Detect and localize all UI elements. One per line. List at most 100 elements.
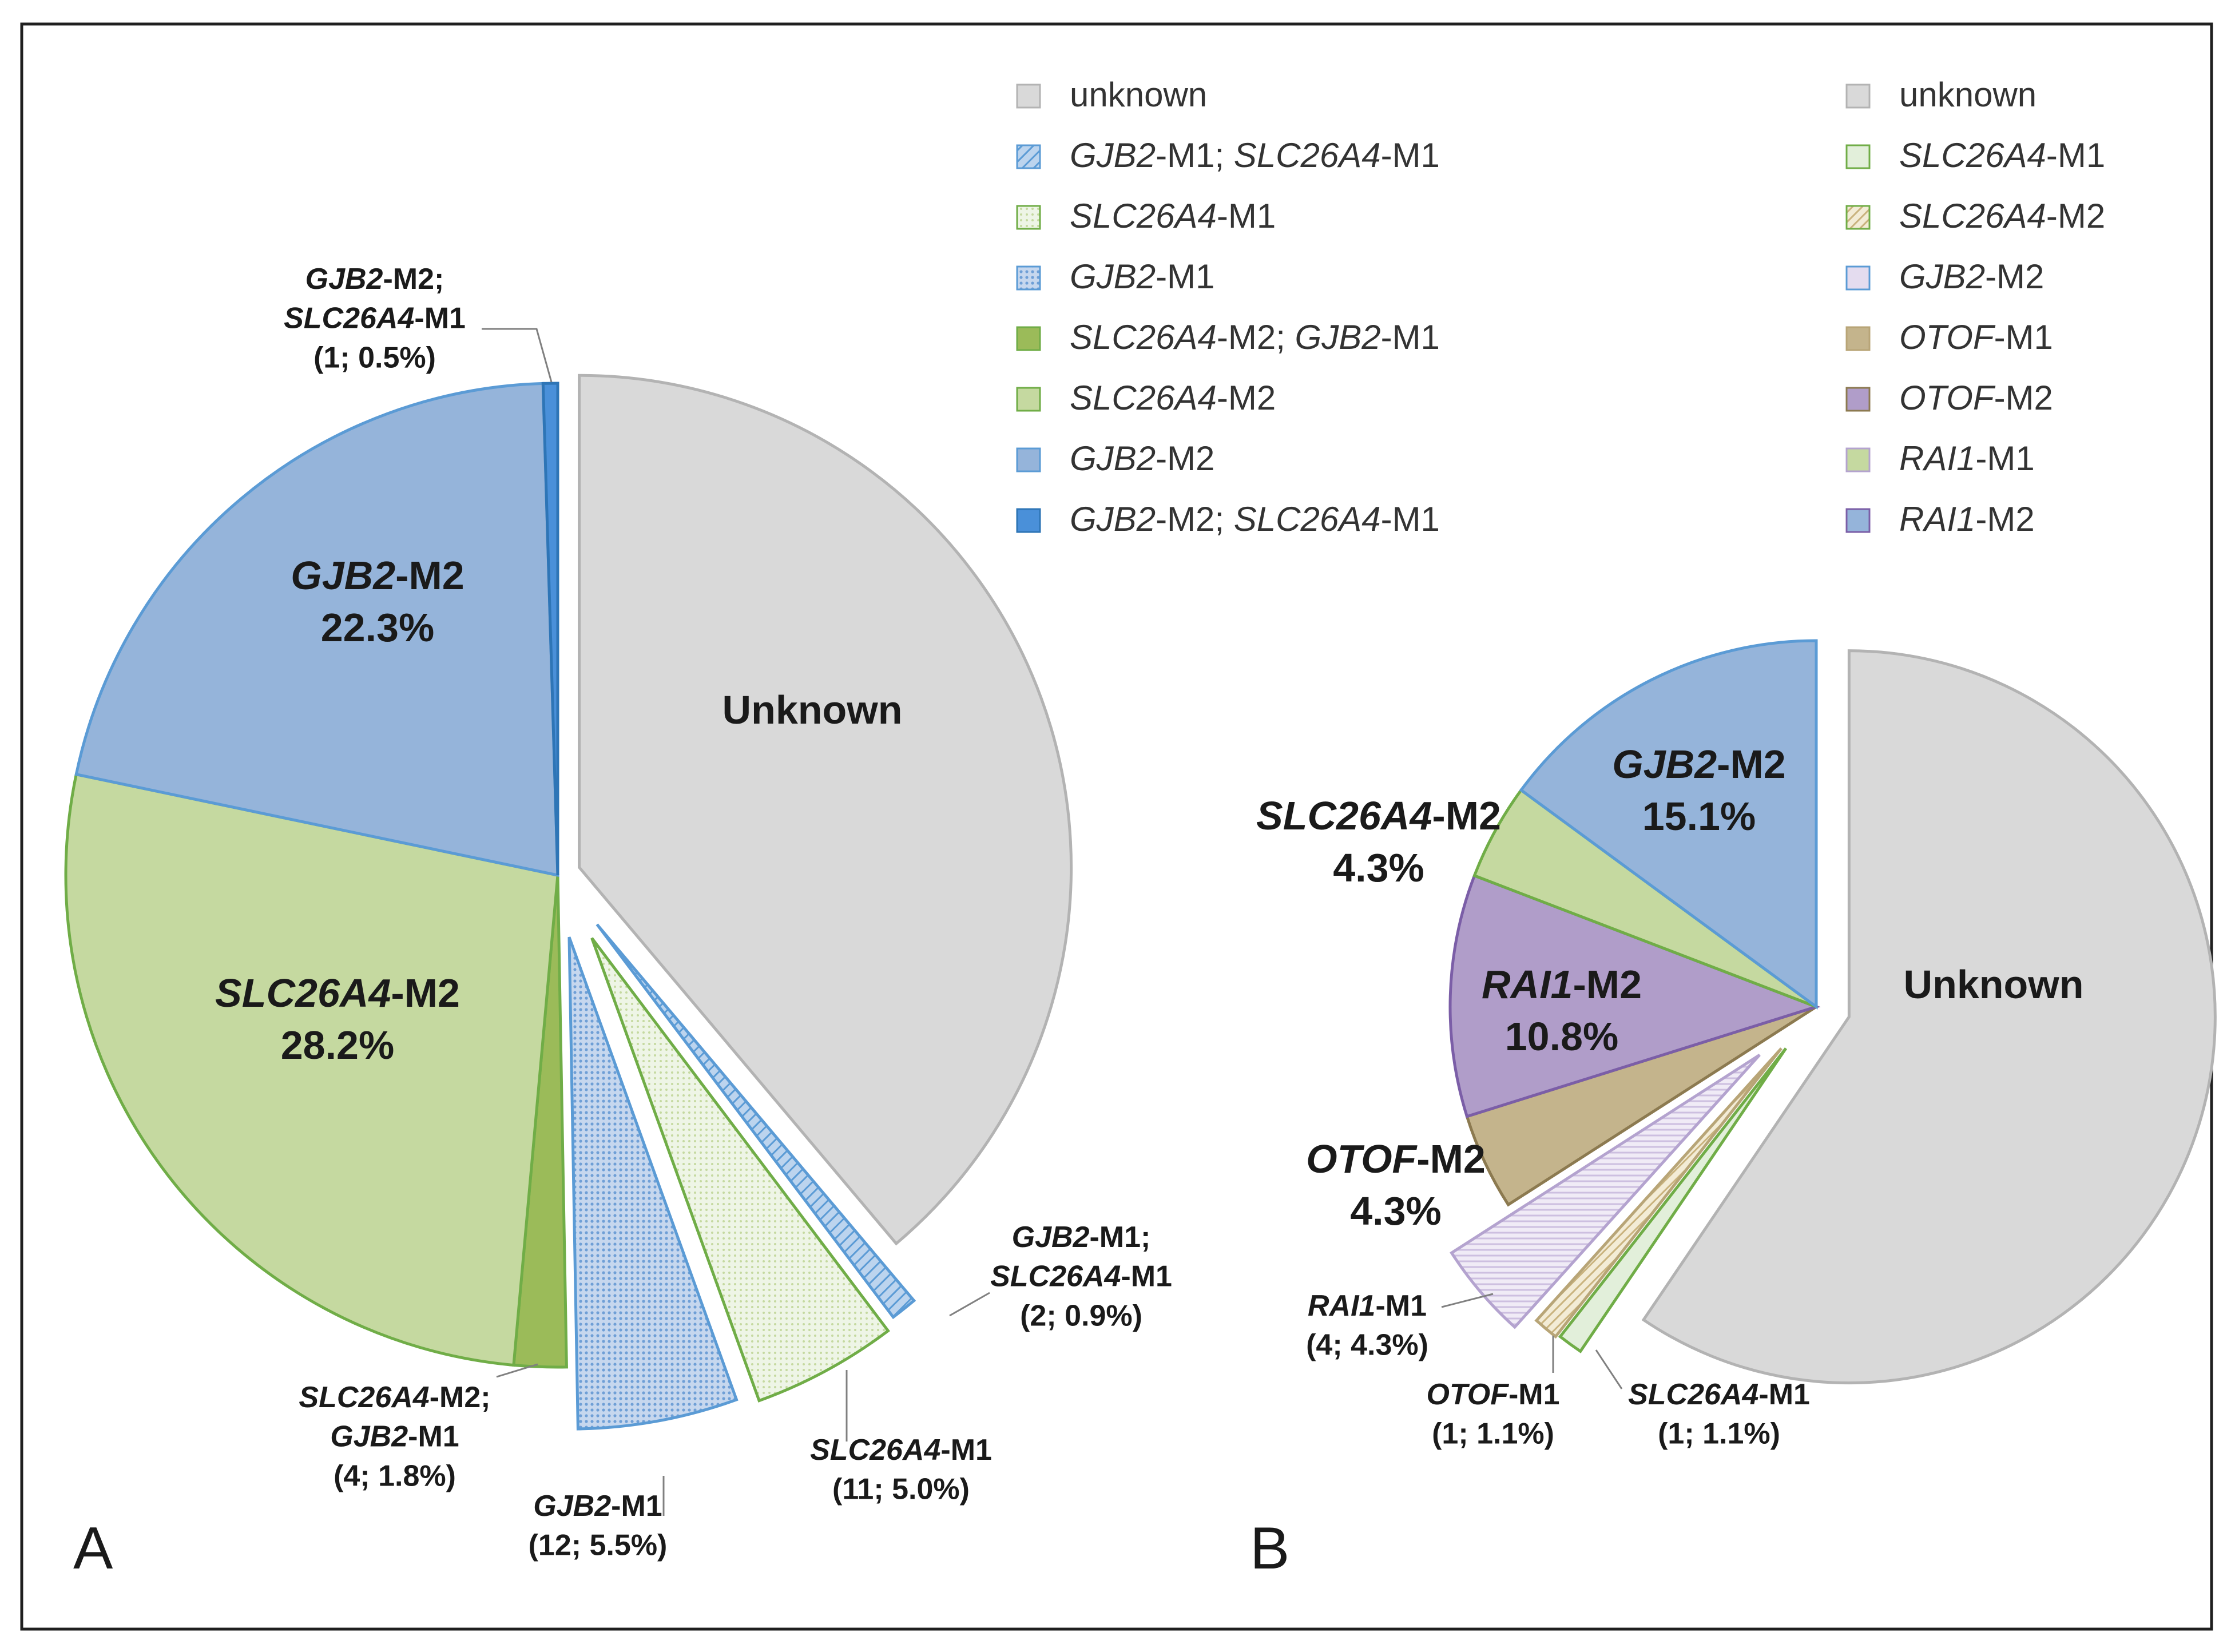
legend-item-otofm1: OTOF-M1: [1845, 318, 2053, 356]
pie-slice-otofm2: [1465, 1005, 1817, 1207]
legend-item-slcm1: SLC26A4-M1: [1016, 197, 1276, 235]
slice-label-slcm2: SLC26A4-M2 4.3%: [1256, 793, 1501, 890]
pie-chart-a: [64, 374, 1073, 1431]
svg-text:(2; 0.9%): (2; 0.9%): [1020, 1299, 1142, 1332]
svg-text:GJB2-M1: GJB2-M1: [533, 1490, 662, 1523]
pie-slice-unknown: [1641, 649, 2217, 1385]
legend-label: unknown: [1899, 76, 2037, 114]
panel-letter-b: B: [1250, 1515, 1289, 1582]
slice-label-otofm1: OTOF-M1 (1; 1.1%): [1426, 1378, 1559, 1451]
svg-text:4.3%: 4.3%: [1350, 1189, 1442, 1233]
svg-text:GJB2-M1;: GJB2-M1;: [1012, 1221, 1151, 1254]
legend-swatch: [1845, 387, 1871, 412]
pie-slice-gjb2m2_slcm1: [541, 382, 559, 876]
svg-text:RAI1-M2: RAI1-M2: [1482, 962, 1642, 1007]
svg-text:(12; 5.5%): (12; 5.5%): [529, 1529, 668, 1562]
pie-slice-gjb2m2: [74, 382, 559, 877]
svg-text:(11; 5.0%): (11; 5.0%): [832, 1473, 970, 1506]
legend-label: unknown: [1070, 76, 1207, 114]
legend-swatch: [1845, 144, 1871, 169]
legend-label: RAI1-M2: [1899, 500, 2035, 538]
svg-text:4.3%: 4.3%: [1333, 845, 1424, 890]
pie-slice-unknown: [578, 374, 1073, 1246]
svg-text:OTOF-M1: OTOF-M1: [1426, 1378, 1559, 1411]
legend-swatch: [1016, 387, 1041, 412]
slice-label-gjb2m1_slcm1: GJB2-M1; SLC26A4-M1 (2; 0.9%): [990, 1221, 1172, 1332]
pie-slice-gjb2m1: [567, 936, 739, 1431]
pie-labels-b: Unknown SLC26A4-M1 (1; 1.1%) OTOF-M1 (1; 1.1…: [1256, 742, 2083, 1451]
panel-b: Unknown SLC26A4-M1 (1; 1.1%) OTOF-M1 (1; 1.1…: [1250, 76, 2217, 1582]
slice-label-slcm1: SLC26A4-M1 (1; 1.1%): [1628, 1378, 1810, 1451]
legend-label: SLC26A4-M1: [1899, 136, 2105, 174]
slice-label-slcm1: SLC26A4-M1 (11; 5.0%): [810, 1433, 992, 1506]
legend-item-gjb2m1: GJB2-M1: [1016, 257, 1214, 296]
legend-item-rai1m1: RAI1-M1: [1845, 439, 2035, 478]
legend-swatch: [1845, 84, 1871, 109]
pie-chart-b: [1448, 639, 2217, 1385]
slice-label-rai1m1: RAI1-M1 (4; 4.3%): [1306, 1289, 1428, 1362]
svg-text:(1; 1.1%): (1; 1.1%): [1432, 1417, 1554, 1451]
leader-line-gjb2m1_slcm1: [949, 1292, 990, 1317]
svg-text:15.1%: 15.1%: [1642, 794, 1756, 839]
legend-item-gjb2m2: GJB2-M2: [1016, 439, 1214, 478]
legend-item-slcm2: SLC26A4-M2: [1845, 197, 2105, 235]
legend-label: SLC26A4-M2: [1070, 379, 1276, 417]
panel-a: Unknown GJB2-M1; SLC26A4-M1 (2; 0.9%) SLC26A…: [64, 76, 1440, 1582]
legend-swatch: [1845, 265, 1871, 291]
svg-text:SLC26A4-M1: SLC26A4-M1: [810, 1433, 992, 1467]
pie-labels-a: Unknown GJB2-M1; SLC26A4-M1 (2; 0.9%) SLC26A…: [215, 263, 1172, 1562]
legend-label: SLC26A4-M2; GJB2-M1: [1070, 318, 1440, 356]
legend-b: unknown SLC26A4-M1 SLC26A4-M2 GJB2-M2 OTOF-M…: [1845, 76, 2105, 538]
legend-item-slcm2: SLC26A4-M2: [1016, 379, 1276, 417]
legend-label: GJB2-M2: [1899, 257, 2044, 296]
leader-line-gjb2m2_slcm1: [482, 328, 553, 383]
legend-item-rai1m2: RAI1-M2: [1845, 500, 2035, 538]
legend-item-slcm2_gjbm1: SLC26A4-M2; GJB2-M1: [1016, 318, 1440, 356]
svg-text:(4; 4.3%): (4; 4.3%): [1306, 1329, 1428, 1362]
legend-swatch: [1845, 508, 1871, 533]
legend-swatch: [1016, 265, 1041, 291]
legend-label: OTOF-M2: [1899, 379, 2053, 417]
pie-slice-slcm1: [590, 937, 890, 1403]
legend-item-gjb2m1_slcm1: GJB2-M1; SLC26A4-M1: [1016, 136, 1440, 174]
legend-label: OTOF-M1: [1899, 318, 2053, 356]
svg-text:SLC26A4-M1: SLC26A4-M1: [284, 302, 466, 335]
legend-swatch: [1016, 508, 1041, 533]
panel-letter-a: A: [73, 1515, 113, 1582]
slice-label-gjb2m2: GJB2-M2 22.3%: [291, 553, 464, 650]
svg-text:GJB2-M1: GJB2-M1: [330, 1420, 459, 1454]
pie-slice-slcm1: [1558, 1047, 1788, 1353]
svg-text:OTOF-M2: OTOF-M2: [1306, 1137, 1486, 1181]
legend-label: GJB2-M2: [1070, 439, 1214, 478]
legend-label: GJB2-M2; SLC26A4-M1: [1070, 500, 1440, 538]
svg-text:(1; 1.1%): (1; 1.1%): [1658, 1417, 1780, 1451]
legend-swatch: [1016, 205, 1041, 230]
svg-text:28.2%: 28.2%: [281, 1023, 394, 1067]
leader-line-slcm1: [1595, 1349, 1623, 1389]
slice-label-otofm2: OTOF-M2 4.3%: [1306, 1137, 1486, 1233]
pie-slice-gjb2m1_slcm1: [596, 923, 916, 1320]
legend-label: RAI1-M1: [1899, 439, 2035, 478]
legend-label: GJB2-M1; SLC26A4-M1: [1070, 136, 1440, 174]
svg-text:GJB2-M2: GJB2-M2: [291, 553, 464, 598]
pie-slice-gjb2m2: [1519, 639, 1818, 1010]
legend-swatch: [1845, 326, 1871, 351]
slice-label-gjb2m2_slcm1: GJB2-M2; SLC26A4-M1 (1; 0.5%): [284, 263, 466, 374]
svg-text:10.8%: 10.8%: [1505, 1014, 1618, 1059]
slice-label-slcm2_gjbm1: SLC26A4-M2; GJB2-M1 (4; 1.8%): [299, 1381, 490, 1492]
svg-text:SLC26A4-M1: SLC26A4-M1: [1628, 1378, 1810, 1411]
slice-label-gjb2m2: GJB2-M2 15.1%: [1612, 742, 1785, 839]
legend-item-gjb2m2: GJB2-M2: [1845, 257, 2044, 296]
svg-text:(4; 1.8%): (4; 1.8%): [334, 1459, 456, 1492]
svg-text:SLC26A4-M2: SLC26A4-M2: [1256, 793, 1501, 838]
slice-label-rai1m2: RAI1-M2 10.8%: [1482, 962, 1642, 1059]
legend-swatch: [1845, 447, 1871, 472]
legend-item-gjb2m2_slcm1: GJB2-M2; SLC26A4-M1: [1016, 500, 1440, 538]
legend-label: SLC26A4-M1: [1070, 197, 1276, 235]
svg-text:SLC26A4-M2;: SLC26A4-M2;: [299, 1381, 490, 1414]
leader-line-slcm2_gjbm1: [496, 1363, 538, 1378]
pie-slice-rai1m2: [1448, 873, 1821, 1118]
svg-text:22.3%: 22.3%: [321, 605, 434, 650]
svg-text:(1; 0.5%): (1; 0.5%): [313, 341, 436, 374]
